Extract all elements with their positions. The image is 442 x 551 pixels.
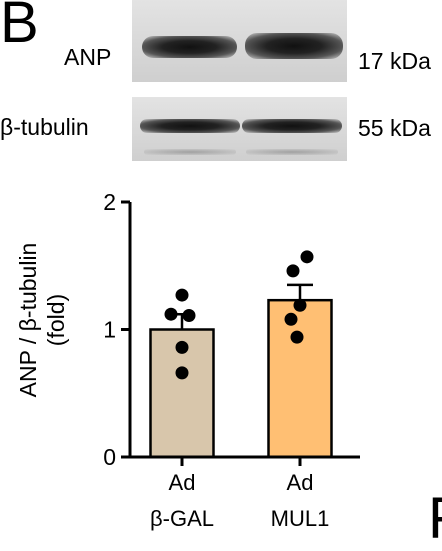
category-label-0-line1: Ad [169,470,196,495]
y-tick-label-2: 2 [103,189,116,215]
data-point-0-4 [175,366,189,380]
data-point-1-2 [293,298,307,312]
data-point-1-3 [284,312,298,326]
blot-size-tubulin: 55 kDa [358,115,431,141]
data-point-1-0 [300,250,314,264]
data-point-1-4 [290,330,304,344]
bar-1 [267,298,333,459]
data-point-0-0 [175,288,189,302]
data-point-1-1 [286,264,300,278]
data-point-0-3 [175,340,189,354]
category-label-1-line2: MUL1 [271,506,330,531]
blot-label-anp: ANP [64,44,112,70]
y-tick-label-1: 1 [103,317,116,343]
anp-blot-image [132,0,347,82]
data-point-0-2 [182,308,196,322]
blot-size-anp: 17 kDa [358,48,431,74]
category-label-1-line1: Ad [287,470,314,495]
next-panel-letter: F [428,490,442,548]
tubulin-blot-image [132,97,347,161]
y-tick-label-0: 0 [103,444,116,470]
blot-label-tubulin: β-tubulin [0,114,89,140]
category-label-0-line2: β-GAL [150,506,214,531]
data-point-0-1 [164,307,178,321]
panel-letter: B [0,0,39,55]
bar-chart: 0 1 2 Ad β-GAL Ad MUL1 [103,189,360,531]
